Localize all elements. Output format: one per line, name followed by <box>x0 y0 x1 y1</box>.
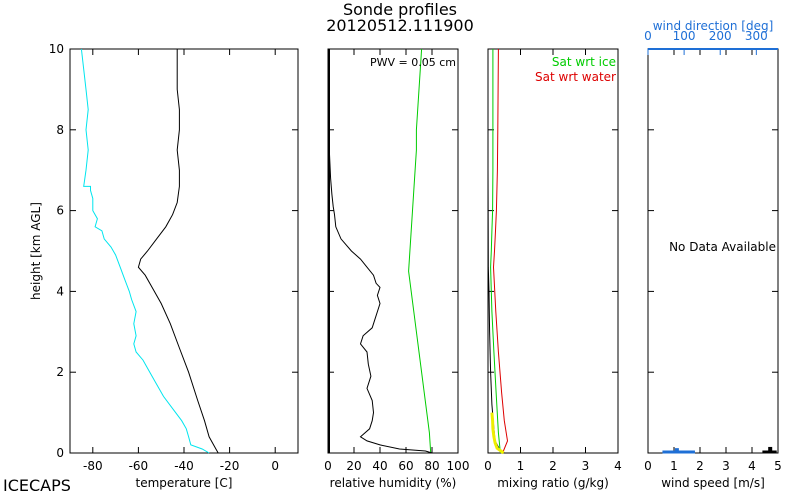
mixing-ratio-x-tick-label: 3 <box>582 459 590 473</box>
rh-axis-label: relative humidity (%) <box>330 476 457 490</box>
wind-speed-bin <box>768 446 773 453</box>
wind-speed-x-tick-label: 3 <box>722 459 730 473</box>
mixing-ratio-x-tick-label: 2 <box>549 459 557 473</box>
pwv-annotation: PWV = 0.05 cm <box>370 56 456 69</box>
wind-direction-axis-label: wind direction [deg] <box>653 19 774 33</box>
height-y-tick-label: 0 <box>56 446 64 460</box>
mixing_ratio_low-line <box>490 412 505 455</box>
wind-speed-x-tick-label: 2 <box>696 459 704 473</box>
dewpoint-line <box>80 48 210 454</box>
temperature-x-tick-label: 0 <box>271 459 279 473</box>
height-y-tick-label: 2 <box>56 365 64 379</box>
height-y-tick-label: 4 <box>56 284 64 298</box>
rh-x-tick-label: 60 <box>398 459 413 473</box>
mixing-ratio-x-tick-label: 4 <box>614 459 622 473</box>
rh-panel-frame <box>327 48 459 454</box>
rh-ice-line <box>408 48 432 454</box>
sat_water-line <box>492 48 509 454</box>
temperature-x-tick-label: -80 <box>83 459 103 473</box>
chart-title: Sonde profiles <box>343 0 457 19</box>
mixing-ratio-x-tick-label: 0 <box>484 459 492 473</box>
wind-speed-axis-label: wind speed [m/s] <box>661 476 765 490</box>
height-axis-label: height [km AGL] <box>29 202 43 300</box>
legend-sat_water: Sat wrt water <box>535 70 616 84</box>
rh-x-tick-label: 40 <box>372 459 387 473</box>
wind-speed-x-tick-label: 1 <box>670 459 678 473</box>
wind-speed-x-tick-label: 0 <box>644 459 652 473</box>
icecaps-label: ICECAPS <box>3 476 71 495</box>
temperature-panel-frame <box>69 48 299 454</box>
rh-x-tick-label: 0 <box>324 459 332 473</box>
rh-x-tick-label: 20 <box>346 459 361 473</box>
height-y-tick-label: 6 <box>56 204 64 218</box>
wind-speed-x-tick-label: 5 <box>774 459 782 473</box>
height-y-tick-label: 10 <box>49 42 64 56</box>
no-data-message: No Data Available <box>669 240 776 254</box>
mixing-ratio-axis-label: mixing ratio (g/kg) <box>497 476 609 490</box>
temperature-x-tick-label: -40 <box>174 459 194 473</box>
height-y-tick-label: 8 <box>56 123 64 137</box>
legend-sat_ice: Sat wrt ice <box>552 55 616 69</box>
temperature-x-tick-label: -60 <box>129 459 149 473</box>
rh-x-tick-label: 100 <box>447 459 470 473</box>
temperature-axis-label: temperature [C] <box>136 476 233 490</box>
temperature-line <box>137 49 219 454</box>
wind-direction-tick-label: 100 <box>673 29 696 43</box>
rh-line <box>327 49 433 454</box>
chart-subtitle: 20120512.111900 <box>326 16 474 35</box>
wind-speed-x-tick-label: 4 <box>748 459 756 473</box>
wind-direction-tick-label: 200 <box>709 29 732 43</box>
rh-x-tick-label: 80 <box>424 459 439 473</box>
mixing-ratio-panel-frame <box>487 48 619 454</box>
wind-direction-tick-label: 300 <box>745 29 768 43</box>
mixing-ratio-x-tick-label: 1 <box>517 459 525 473</box>
wind-direction-tick-label: 0 <box>644 29 652 43</box>
temperature-x-tick-label: -20 <box>220 459 240 473</box>
sat_ice-line <box>490 49 501 454</box>
